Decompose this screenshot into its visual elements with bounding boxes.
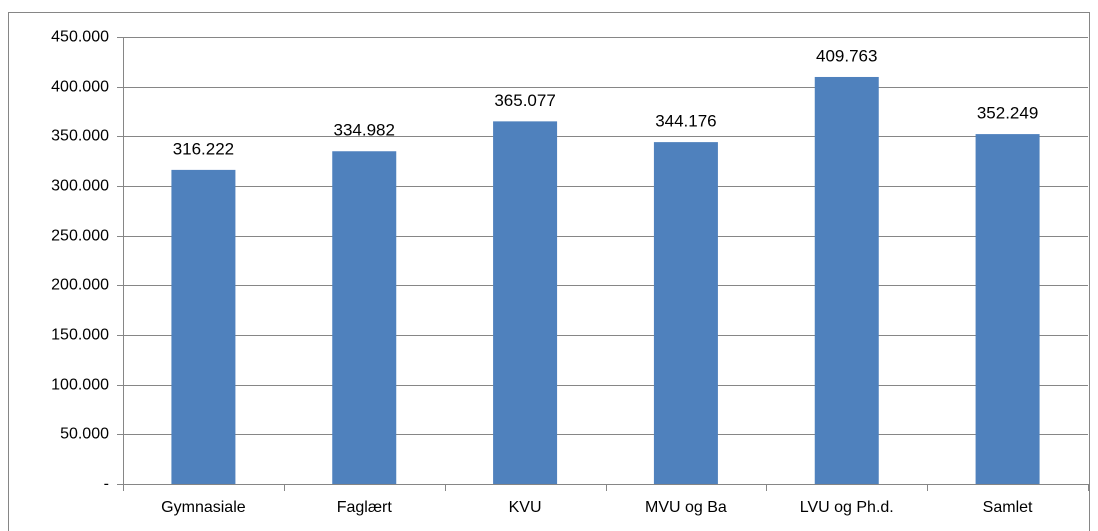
y-tick-label: 300.000 bbox=[51, 178, 109, 195]
y-tick-label: 50.000 bbox=[60, 426, 109, 443]
x-tick-label: MVU og Ba bbox=[645, 499, 727, 516]
data-label: 409.763 bbox=[816, 46, 877, 65]
data-label: 334.982 bbox=[334, 121, 395, 140]
y-tick-label: 400.000 bbox=[51, 79, 109, 96]
x-tick-label: Samlet bbox=[983, 499, 1033, 516]
chart-frame bbox=[8, 12, 1090, 531]
y-tick-label: 200.000 bbox=[51, 277, 109, 294]
y-tick-label: 250.000 bbox=[51, 228, 109, 245]
data-label: 352.249 bbox=[977, 104, 1038, 123]
bar bbox=[332, 151, 397, 484]
x-tick-label: Gymnasiale bbox=[161, 499, 246, 516]
y-tick-label: 150.000 bbox=[51, 327, 109, 344]
bar bbox=[171, 169, 236, 484]
x-tick-label: Faglært bbox=[337, 499, 393, 516]
y-tick-label: 350.000 bbox=[51, 128, 109, 145]
data-label: 316.222 bbox=[173, 139, 234, 158]
bar bbox=[814, 76, 879, 484]
bar bbox=[975, 134, 1040, 485]
y-tick-label: 100.000 bbox=[51, 377, 109, 394]
bar bbox=[493, 121, 558, 485]
bar bbox=[653, 142, 718, 484]
data-label: 344.176 bbox=[655, 112, 716, 131]
y-tick-label: - bbox=[104, 476, 109, 493]
x-tick-label: LVU og Ph.d. bbox=[800, 499, 894, 516]
data-label: 365.077 bbox=[494, 91, 555, 110]
x-tick-label: KVU bbox=[509, 499, 542, 516]
y-tick-label: 450.000 bbox=[51, 29, 109, 46]
